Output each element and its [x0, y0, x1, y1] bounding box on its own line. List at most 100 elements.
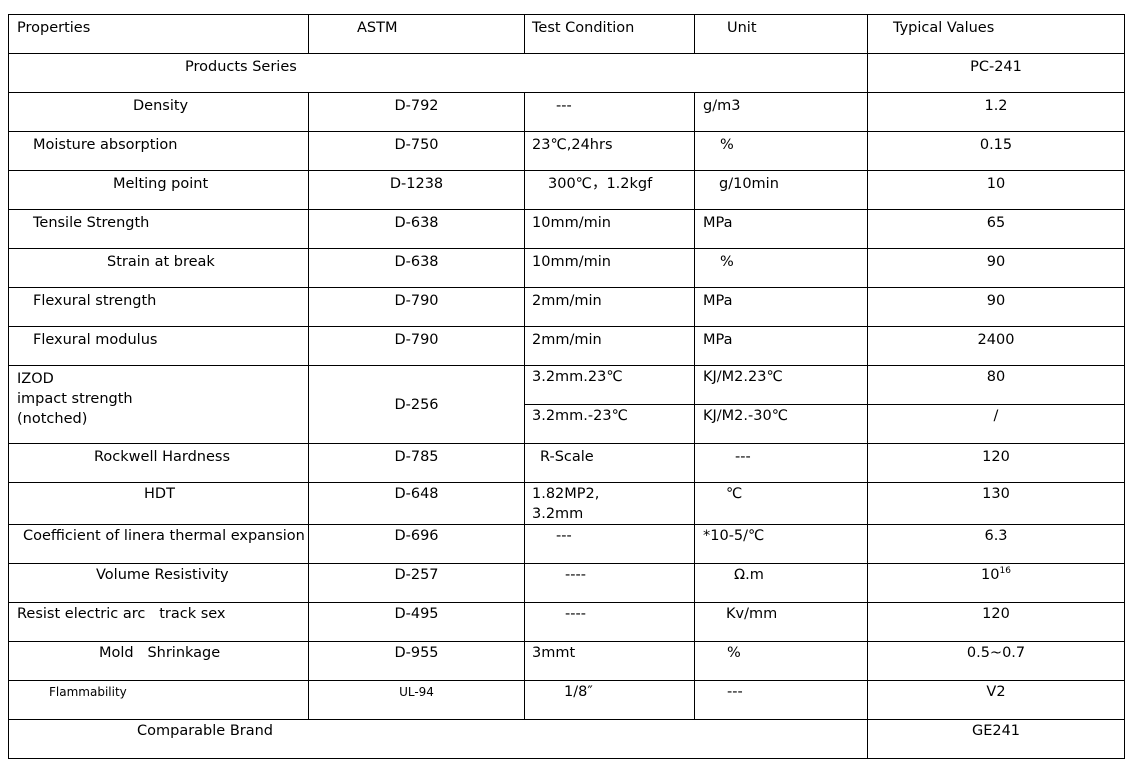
value-cell: 80: [867, 365, 1125, 405]
value-cell: 1016: [867, 563, 1125, 603]
unit-cell: ---: [694, 680, 868, 720]
condition-line: 1.82MP2,: [532, 486, 600, 502]
property-cell: Flexural modulus: [8, 326, 309, 366]
condition-cell: 10mm/min: [524, 248, 695, 288]
astm-cell: UL-94: [308, 680, 525, 720]
unit-cell: ℃: [694, 482, 868, 525]
property-cell: Mold Shrinkage: [8, 641, 309, 681]
series-row: Products Series PC-241: [8, 53, 1125, 93]
table-row: HDT D-648 1.82MP2, 3.2mm ℃ 130: [8, 482, 1125, 525]
property-cell: Resist electric arc track sex: [8, 602, 309, 642]
condition-cell: 3.2mm.23℃: [524, 365, 695, 405]
condition-cell: 1.82MP2, 3.2mm: [524, 482, 695, 525]
value-cell: 120: [867, 602, 1125, 642]
table-row: Rockwell Hardness D-785 R-Scale --- 120: [8, 443, 1125, 483]
property-cell: Volume Resistivity: [8, 563, 309, 603]
table-row: Strain at break D-638 10mm/min % 90: [8, 248, 1125, 288]
astm-cell: D-792: [308, 92, 525, 132]
unit-cell: KJ/M2.23℃: [694, 365, 868, 405]
value-exponent: 16: [999, 566, 1011, 577]
table-row: Mold Shrinkage D-955 3mmt % 0.5~0.7: [8, 641, 1125, 681]
table-row: Coefficient of linera thermal expansion …: [8, 524, 1125, 564]
unit-cell: Ω.m: [694, 563, 868, 603]
condition-line: 3.2mm: [532, 506, 584, 522]
value-cell: 0.5~0.7: [867, 641, 1125, 681]
unit-cell: g/10min: [694, 170, 868, 210]
table-row: Melting point D-1238 300℃，1.2kgf g/10min…: [8, 170, 1125, 210]
table-row: Flammability UL-94 1/8″ --- V2: [8, 680, 1125, 720]
value-cell: 130: [867, 482, 1125, 525]
value-cell: 6.3: [867, 524, 1125, 564]
condition-cell: 2mm/min: [524, 287, 695, 327]
header-row: Properties ASTM Test Condition Unit Typi…: [8, 14, 1125, 54]
unit-cell: Kv/mm: [694, 602, 868, 642]
property-cell: Flexural strength: [8, 287, 309, 327]
property-cell: Moisture absorption: [8, 131, 309, 171]
products-series-label: Products Series: [8, 53, 868, 93]
table-row: Flexural strength D-790 2mm/min MPa 90: [8, 287, 1125, 327]
property-cell: Melting point: [8, 170, 309, 210]
condition-cell: ----: [524, 563, 695, 603]
table-row: Flexural modulus D-790 2mm/min MPa 2400: [8, 326, 1125, 366]
unit-cell: *10-5/℃: [694, 524, 868, 564]
condition-cell: 3.2mm.-23℃: [524, 404, 695, 444]
astm-cell: D-256: [308, 365, 525, 444]
astm-cell: D-1238: [308, 170, 525, 210]
property-cell: Coefficient of linera thermal expansion: [8, 524, 309, 564]
value-cell: 90: [867, 248, 1125, 288]
izod-line: (notched): [17, 411, 88, 427]
value-cell: 120: [867, 443, 1125, 483]
unit-cell: %: [694, 641, 868, 681]
value-cell: 1.2: [867, 92, 1125, 132]
table-row: Resist electric arc track sex D-495 ----…: [8, 602, 1125, 642]
property-cell: Tensile Strength: [8, 209, 309, 249]
table-row: Volume Resistivity D-257 ---- Ω.m 1016: [8, 563, 1125, 603]
unit-cell: ---: [694, 443, 868, 483]
izod-line: IZOD: [17, 371, 54, 387]
property-cell: Flammability: [8, 680, 309, 720]
astm-cell: D-750: [308, 131, 525, 171]
izod-line: impact strength: [17, 391, 133, 407]
header-properties: Properties: [8, 14, 309, 54]
header-astm: ASTM: [308, 14, 525, 54]
table-row: Tensile Strength D-638 10mm/min MPa 65: [8, 209, 1125, 249]
property-cell: Rockwell Hardness: [8, 443, 309, 483]
value-cell: 90: [867, 287, 1125, 327]
table-row: Density D-792 --- g/m3 1.2: [8, 92, 1125, 132]
astm-cell: D-790: [308, 287, 525, 327]
condition-cell: ----: [524, 602, 695, 642]
unit-cell: g/m3: [694, 92, 868, 132]
izod-row-1: IZOD impact strength (notched) D-256 3.2…: [8, 365, 1125, 444]
unit-cell: MPa: [694, 287, 868, 327]
astm-cell: D-638: [308, 209, 525, 249]
astm-cell: D-257: [308, 563, 525, 603]
izod-property-cell: IZOD impact strength (notched): [8, 365, 309, 444]
value-cell: 10: [867, 170, 1125, 210]
condition-cell: 10mm/min: [524, 209, 695, 249]
astm-cell: D-790: [308, 326, 525, 366]
header-typical-values: Typical Values: [867, 14, 1125, 54]
property-cell: Strain at break: [8, 248, 309, 288]
value-cell: V2: [867, 680, 1125, 720]
condition-cell: ---: [524, 92, 695, 132]
products-series-value: PC-241: [867, 53, 1125, 93]
value-base: 10: [981, 567, 1000, 583]
astm-cell: D-638: [308, 248, 525, 288]
astm-cell: D-495: [308, 602, 525, 642]
header-unit: Unit: [694, 14, 868, 54]
condition-cell: 23℃,24hrs: [524, 131, 695, 171]
header-test-condition: Test Condition: [524, 14, 695, 54]
unit-cell: %: [694, 248, 868, 288]
astm-cell: D-785: [308, 443, 525, 483]
value-cell: 0.15: [867, 131, 1125, 171]
value-cell: 65: [867, 209, 1125, 249]
comparable-brand-label: Comparable Brand: [8, 719, 868, 759]
astm-cell: D-955: [308, 641, 525, 681]
brand-row: Comparable Brand GE241: [8, 719, 1125, 759]
condition-cell: 300℃，1.2kgf: [524, 170, 695, 210]
properties-table: Properties ASTM Test Condition Unit Typi…: [8, 14, 1125, 759]
unit-cell: MPa: [694, 326, 868, 366]
unit-cell: MPa: [694, 209, 868, 249]
comparable-brand-value: GE241: [867, 719, 1125, 759]
condition-cell: 1/8″: [524, 680, 695, 720]
